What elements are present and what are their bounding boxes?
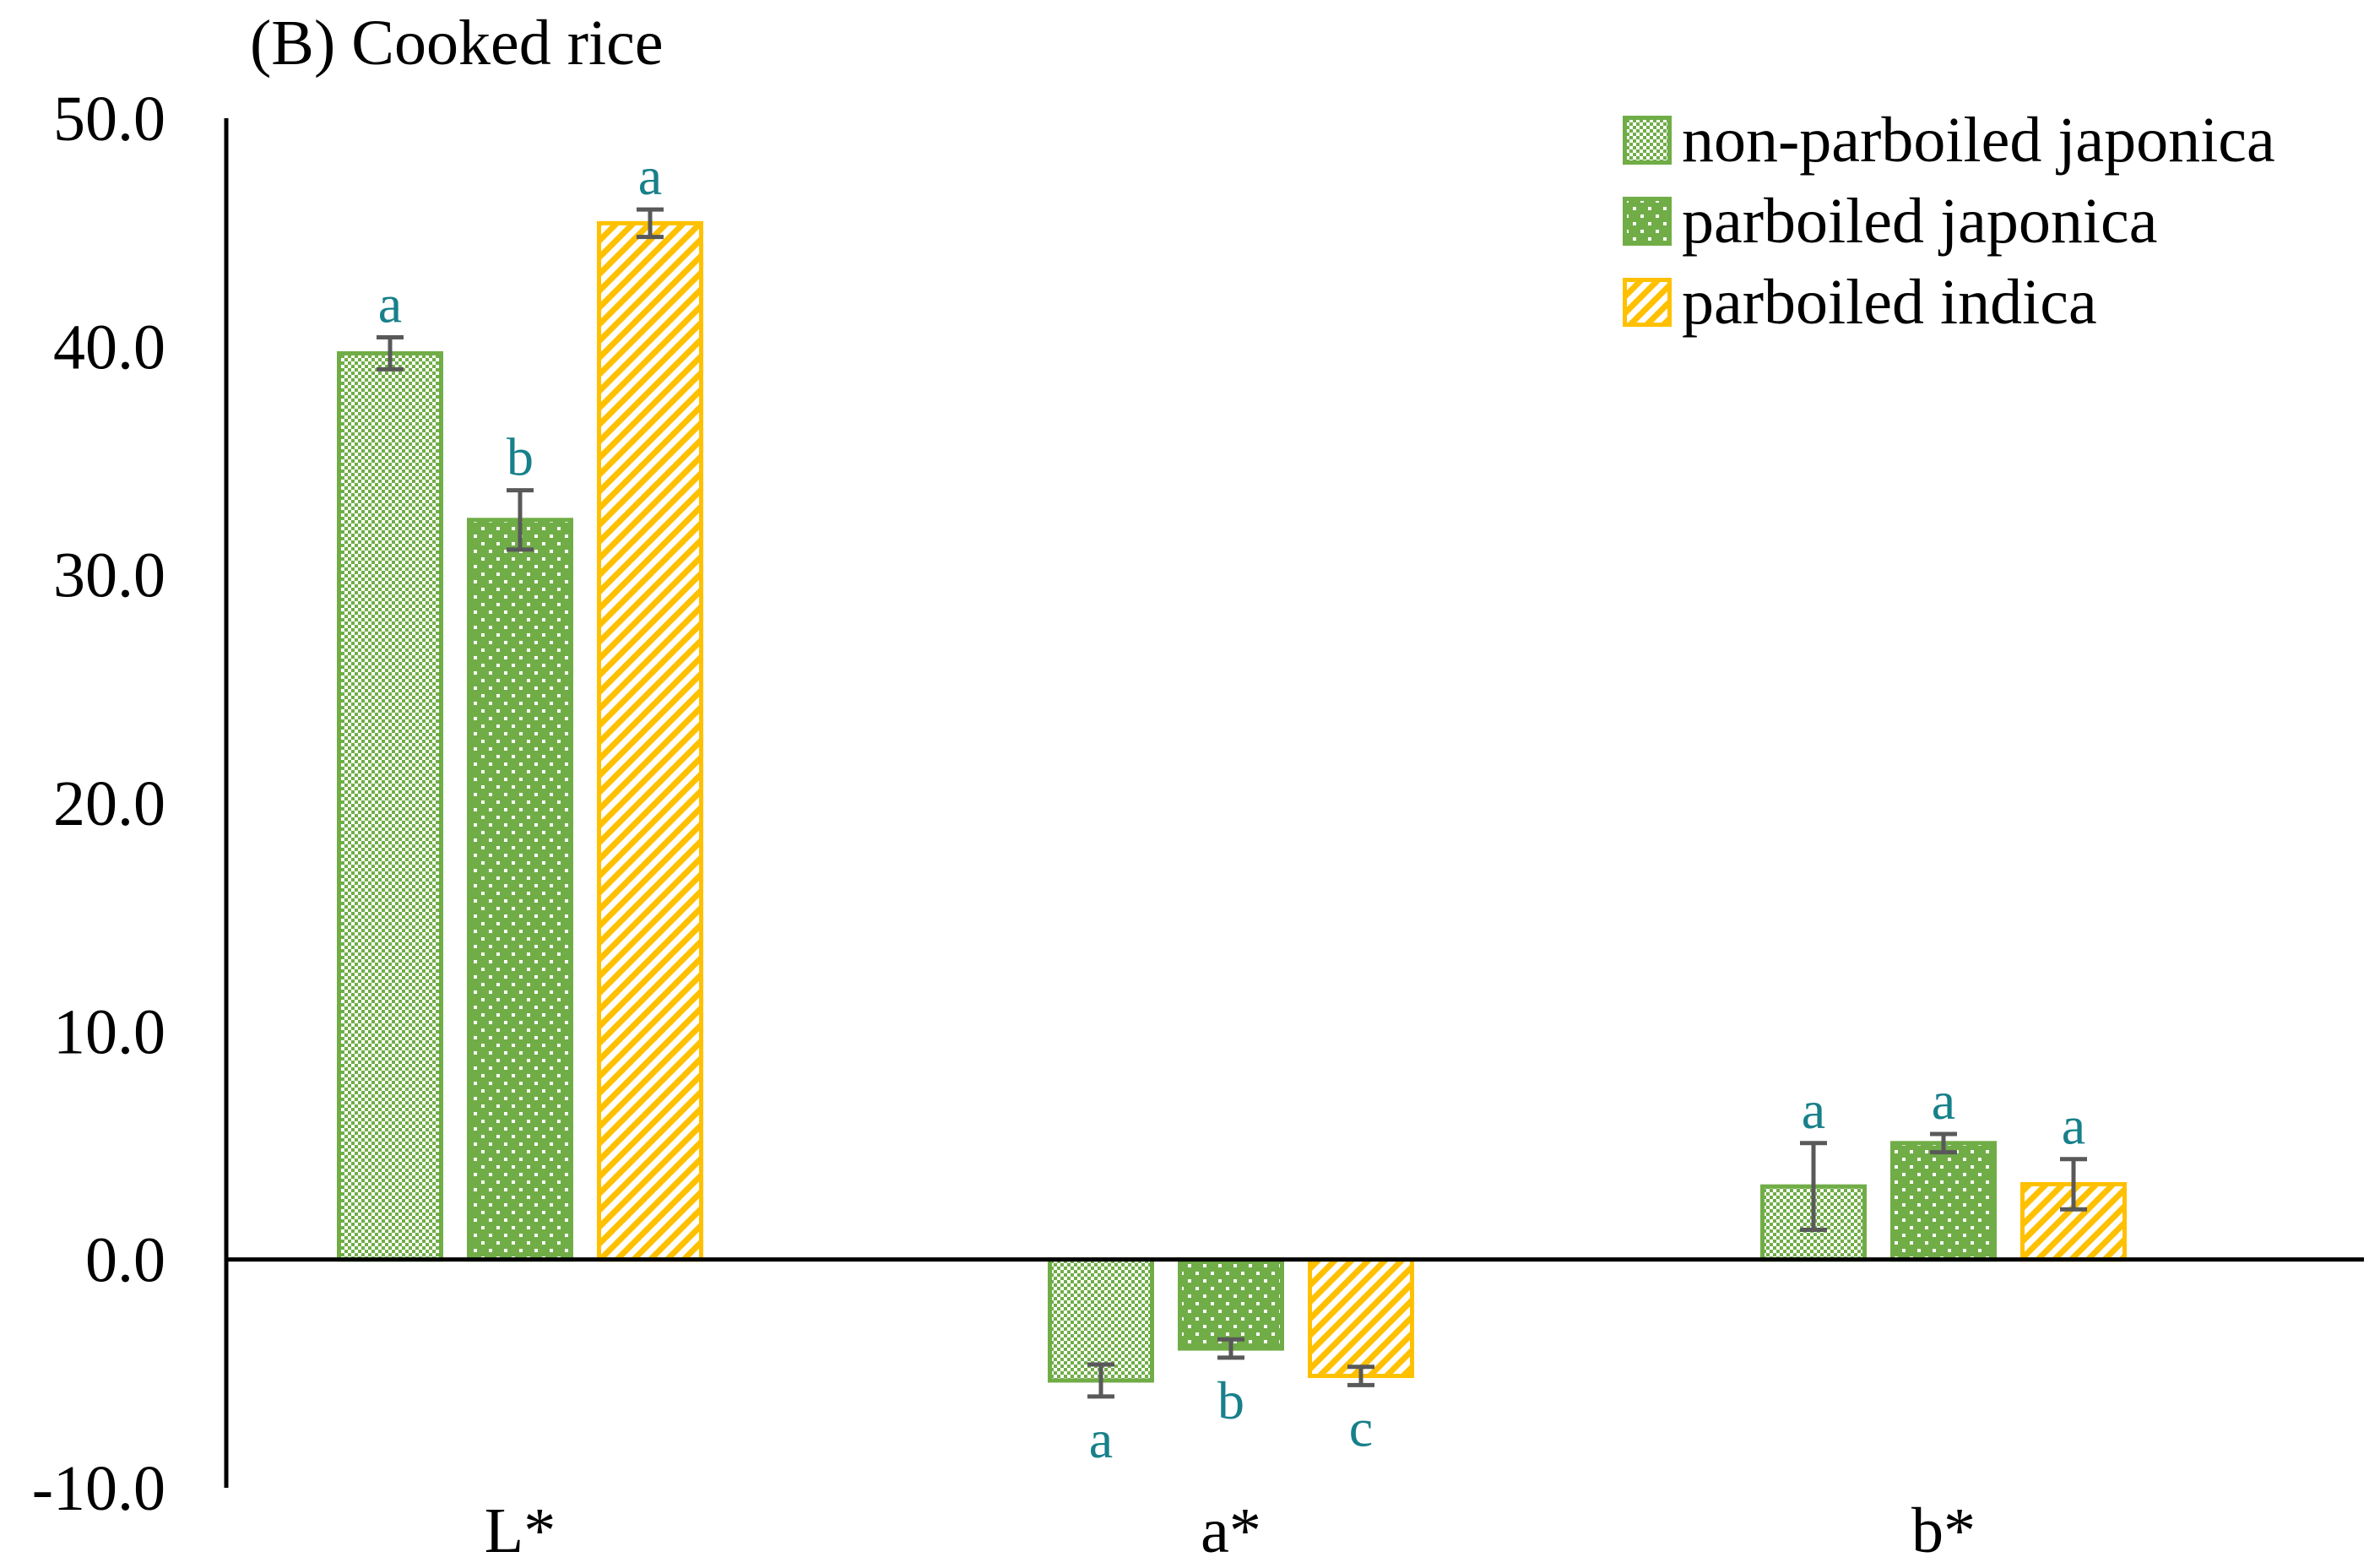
y-axis-ticks: 50.0 40.0 30.0 20.0 10.0 0.0 -10.0 xyxy=(32,84,165,1524)
significance-letter: b xyxy=(507,427,534,487)
legend-item-parboiled-indica: parboiled indica xyxy=(1623,262,2275,343)
error-bars xyxy=(377,207,2087,1399)
legend-item-parboiled-japonica: parboiled japonica xyxy=(1623,181,2275,262)
error-bar xyxy=(637,207,664,240)
y-tick-label: 20.0 xyxy=(53,768,165,839)
x-category-label: a* xyxy=(1201,1495,1261,1566)
significance-letters: a a a b b a a c a xyxy=(378,146,2085,1469)
significance-letter: a xyxy=(2062,1096,2085,1156)
error-bar xyxy=(1087,1362,1114,1399)
significance-letter: a xyxy=(378,274,402,334)
bar xyxy=(1308,1257,1414,1379)
significance-letter: c xyxy=(1349,1397,1373,1457)
y-tick-label: 10.0 xyxy=(53,996,165,1067)
bar xyxy=(467,518,573,1262)
significance-letter: a xyxy=(1089,1409,1113,1469)
legend: non-parboiled japonica parboiled japonic… xyxy=(1623,100,2275,343)
y-tick-label: -10.0 xyxy=(32,1453,165,1524)
error-bar xyxy=(507,488,534,552)
axes xyxy=(224,118,2364,1488)
x-axis-labels: L* a* b* xyxy=(485,1495,1976,1566)
error-bar xyxy=(1347,1365,1374,1387)
error-bar xyxy=(1800,1141,1827,1233)
bars xyxy=(337,220,2127,1383)
significance-letter: a xyxy=(1802,1080,1825,1140)
y-tick-label: 0.0 xyxy=(85,1225,165,1296)
y-tick-label: 30.0 xyxy=(53,540,165,611)
chart-title: (B) Cooked rice xyxy=(250,8,664,79)
significance-letter: b xyxy=(1217,1370,1244,1430)
y-tick-label: 40.0 xyxy=(53,312,165,383)
legend-item-non-parboiled-japonica: non-parboiled japonica xyxy=(1623,100,2275,181)
bar xyxy=(1178,1257,1284,1351)
bar xyxy=(597,220,703,1262)
y-tick-label: 50.0 xyxy=(53,84,165,155)
legend-label: parboiled indica xyxy=(1682,266,2097,338)
x-category-label: L* xyxy=(485,1495,556,1566)
bar xyxy=(1890,1141,1997,1262)
bar xyxy=(337,350,443,1262)
error-bar xyxy=(1930,1131,1957,1155)
x-category-label: b* xyxy=(1911,1495,1976,1566)
legend-swatch-diagonal xyxy=(1623,278,1672,327)
bar xyxy=(1048,1257,1154,1383)
error-bar xyxy=(2060,1157,2087,1212)
significance-letter: a xyxy=(638,146,662,206)
legend-label: parboiled japonica xyxy=(1682,185,2158,257)
legend-label: non-parboiled japonica xyxy=(1682,104,2275,176)
legend-swatch-dots xyxy=(1623,197,1672,246)
legend-swatch-checker xyxy=(1623,116,1672,165)
significance-letter: a xyxy=(1932,1071,1955,1131)
error-bar xyxy=(377,335,404,372)
error-bar xyxy=(1217,1337,1244,1360)
